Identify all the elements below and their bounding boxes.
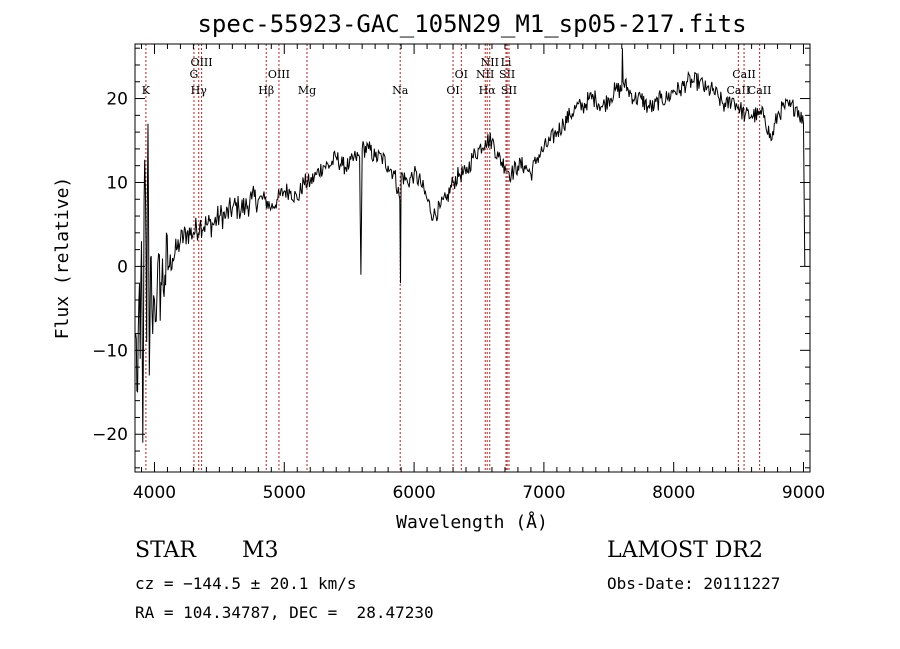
redshift-readout: cz = −144.5 ± 20.1 km/s <box>135 574 357 593</box>
spectrum-line <box>135 48 806 443</box>
x-tick-label: 8000 <box>652 483 695 503</box>
spectral-line-label: OIII <box>191 56 213 69</box>
y-tick-label: 10 <box>106 173 128 193</box>
spectral-line-label: Li <box>501 56 512 69</box>
x-tick-label: 9000 <box>782 483 825 503</box>
y-axis-label: Flux (relative) <box>52 177 73 340</box>
spectral-line-label: K <box>142 84 151 97</box>
spectral-line-label: Hγ <box>191 84 208 97</box>
spectral-line-label: CaII <box>748 84 772 97</box>
plot-frame <box>134 43 811 473</box>
x-tick-label: 5000 <box>263 483 306 503</box>
survey-name: LAMOST DR2 <box>607 538 763 563</box>
spectral-line-label: Mg <box>298 84 316 97</box>
y-tick-label: −20 <box>92 425 128 445</box>
spectrum-series <box>135 48 806 443</box>
x-tick-label: 4000 <box>133 483 176 503</box>
y-tick-label: −10 <box>92 341 128 361</box>
spectral-line-label: SII <box>501 84 517 97</box>
chart-title: spec-55923-GAC_105N29_M1_sp05-217.fits <box>197 10 746 38</box>
spectral-line-label: Hα <box>479 84 497 97</box>
spectral-line-label: OI <box>446 84 459 97</box>
spectral-line-label: G <box>190 68 199 81</box>
spectrum-chart: spec-55923-GAC_105N29_M1_sp05-217.fits K… <box>52 10 825 533</box>
spectral-line-label: SII <box>499 68 515 81</box>
x-tick-label: 7000 <box>522 483 565 503</box>
spectral-line-label: OIII <box>268 68 290 81</box>
spectral-line-label: Hβ <box>258 84 274 97</box>
x-axis-label: Wavelength (Å) <box>396 511 548 533</box>
y-tick-label: 0 <box>117 257 128 277</box>
spectral-line-label: CaII <box>727 84 751 97</box>
axis-ticks: 4000 5000 6000 7000 8000 9000 −20 −10 0 10 20 <box>92 44 825 503</box>
observation-date: Obs-Date: 20111227 <box>607 574 781 593</box>
object-subclass: M3 <box>242 538 279 563</box>
spectral-line-label: NII <box>481 56 499 69</box>
y-tick-label: 20 <box>106 90 128 110</box>
x-tick-label: 6000 <box>392 483 435 503</box>
spectral-line-label: OI <box>455 68 468 81</box>
spectral-line-label: NII <box>476 68 494 81</box>
coordinates-readout: RA = 104.34787, DEC = 28.47230 <box>135 603 434 622</box>
spectral-line-label: Na <box>392 84 409 97</box>
spectral-line-label: CaII <box>732 68 756 81</box>
object-class: STAR <box>135 538 196 563</box>
